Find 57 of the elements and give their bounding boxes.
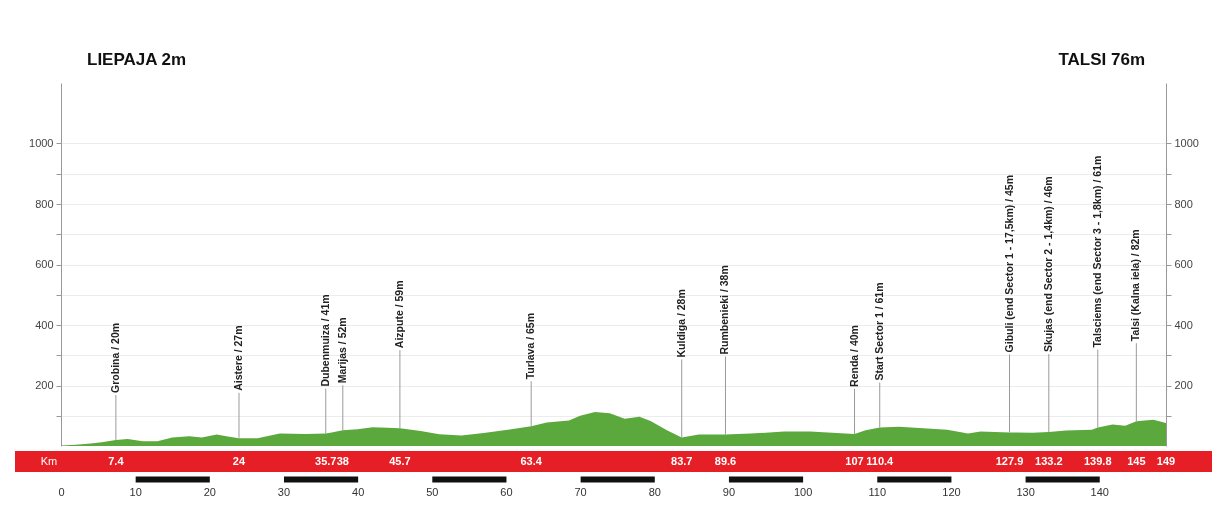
y2-tick-label: 800 — [1174, 197, 1193, 210]
x2-axis-title: Km — [40, 455, 58, 467]
x2-tick-label: 107 — [845, 455, 864, 467]
text: TALSI 76m — [1058, 50, 1145, 69]
x-tick-label: 30 — [277, 485, 291, 498]
x-tick-label: 140 — [1090, 485, 1109, 498]
x2-tick-label: 24 — [232, 455, 246, 467]
x2-tick-label: 139.8 — [1084, 455, 1112, 467]
x2-tick-label: 7.4 — [108, 455, 125, 467]
annotation: Talsi (Kalna iela) / 82m — [1129, 229, 1142, 342]
y2-tick-label: 600 — [1174, 258, 1193, 270]
y-tick-label: 600 — [35, 258, 54, 270]
annotation: Aizpute / 59m — [392, 280, 405, 349]
x2-tick-label: 89.6 — [714, 455, 737, 467]
text: LIEPAJA 2m — [87, 50, 187, 69]
x2-tick-label: 149 — [1156, 455, 1176, 467]
annotation: Aistere / 27m — [231, 325, 244, 391]
x2-tick-label: 110.4 — [866, 455, 895, 467]
annotation: Kuldiga / 28m — [674, 289, 687, 358]
x2-tick-label: 145 — [1127, 455, 1146, 467]
x2-tick-label: 133.2 — [1035, 455, 1063, 467]
x2-tick-label: 38 — [336, 455, 349, 467]
annotation: Gibuli (end Sector 1 - 17,5km) / 45m — [1002, 175, 1015, 353]
x-tick-label: 120 — [942, 485, 961, 498]
annotation: Grobina / 20m — [108, 322, 121, 393]
x2-tick-label: 127.9 — [995, 455, 1024, 467]
x-tick-label: 50 — [426, 485, 439, 498]
x-tick-label: 130 — [1016, 485, 1035, 498]
x2-tick-label: 35.7 — [315, 455, 337, 467]
y-tick-label: 200 — [35, 379, 54, 391]
x-tick-label: 110 — [868, 485, 887, 498]
annotation: Marijas / 52m — [335, 317, 348, 384]
x-tick-label: 80 — [648, 485, 661, 498]
x-tick-label: 60 — [500, 485, 513, 498]
y-tick-label: 1000 — [29, 137, 54, 149]
annotation: Start Sector 1 / 61m — [872, 282, 885, 381]
y-tick-label: 800 — [35, 197, 54, 210]
y-tick-label: 400 — [35, 318, 54, 331]
y2-tick-label: 200 — [1174, 379, 1193, 391]
x-tick-label: 90 — [722, 485, 736, 498]
annotation: Renda / 40m — [847, 325, 860, 387]
y2-tick-label: 400 — [1174, 318, 1193, 331]
x-tick-label: 10 — [129, 485, 142, 498]
x-tick-label: 100 — [793, 485, 813, 498]
annotation: Talsciems (end Sector 3 - 1,8km) / 61m — [1090, 155, 1103, 348]
annotation: Skujas (end Sector 2 - 1,4km) / 46m — [1041, 176, 1054, 353]
x-tick-label: 0 — [58, 485, 65, 498]
annotation: Turlava / 65m — [524, 312, 537, 380]
x2-tick-label: 63.4 — [520, 455, 543, 467]
x2-tick-label: 83.7 — [671, 455, 693, 467]
y2-tick-label: 1000 — [1174, 137, 1199, 149]
x-tick-label: 20 — [203, 485, 216, 498]
annotation: Rumbenieki / 38m — [718, 265, 731, 355]
annotation: Dubenmuiza / 41m — [318, 294, 331, 387]
x-tick-label: 40 — [352, 485, 365, 498]
x-tick-label: 70 — [574, 485, 587, 498]
x2-tick-label: 45.7 — [389, 455, 411, 467]
